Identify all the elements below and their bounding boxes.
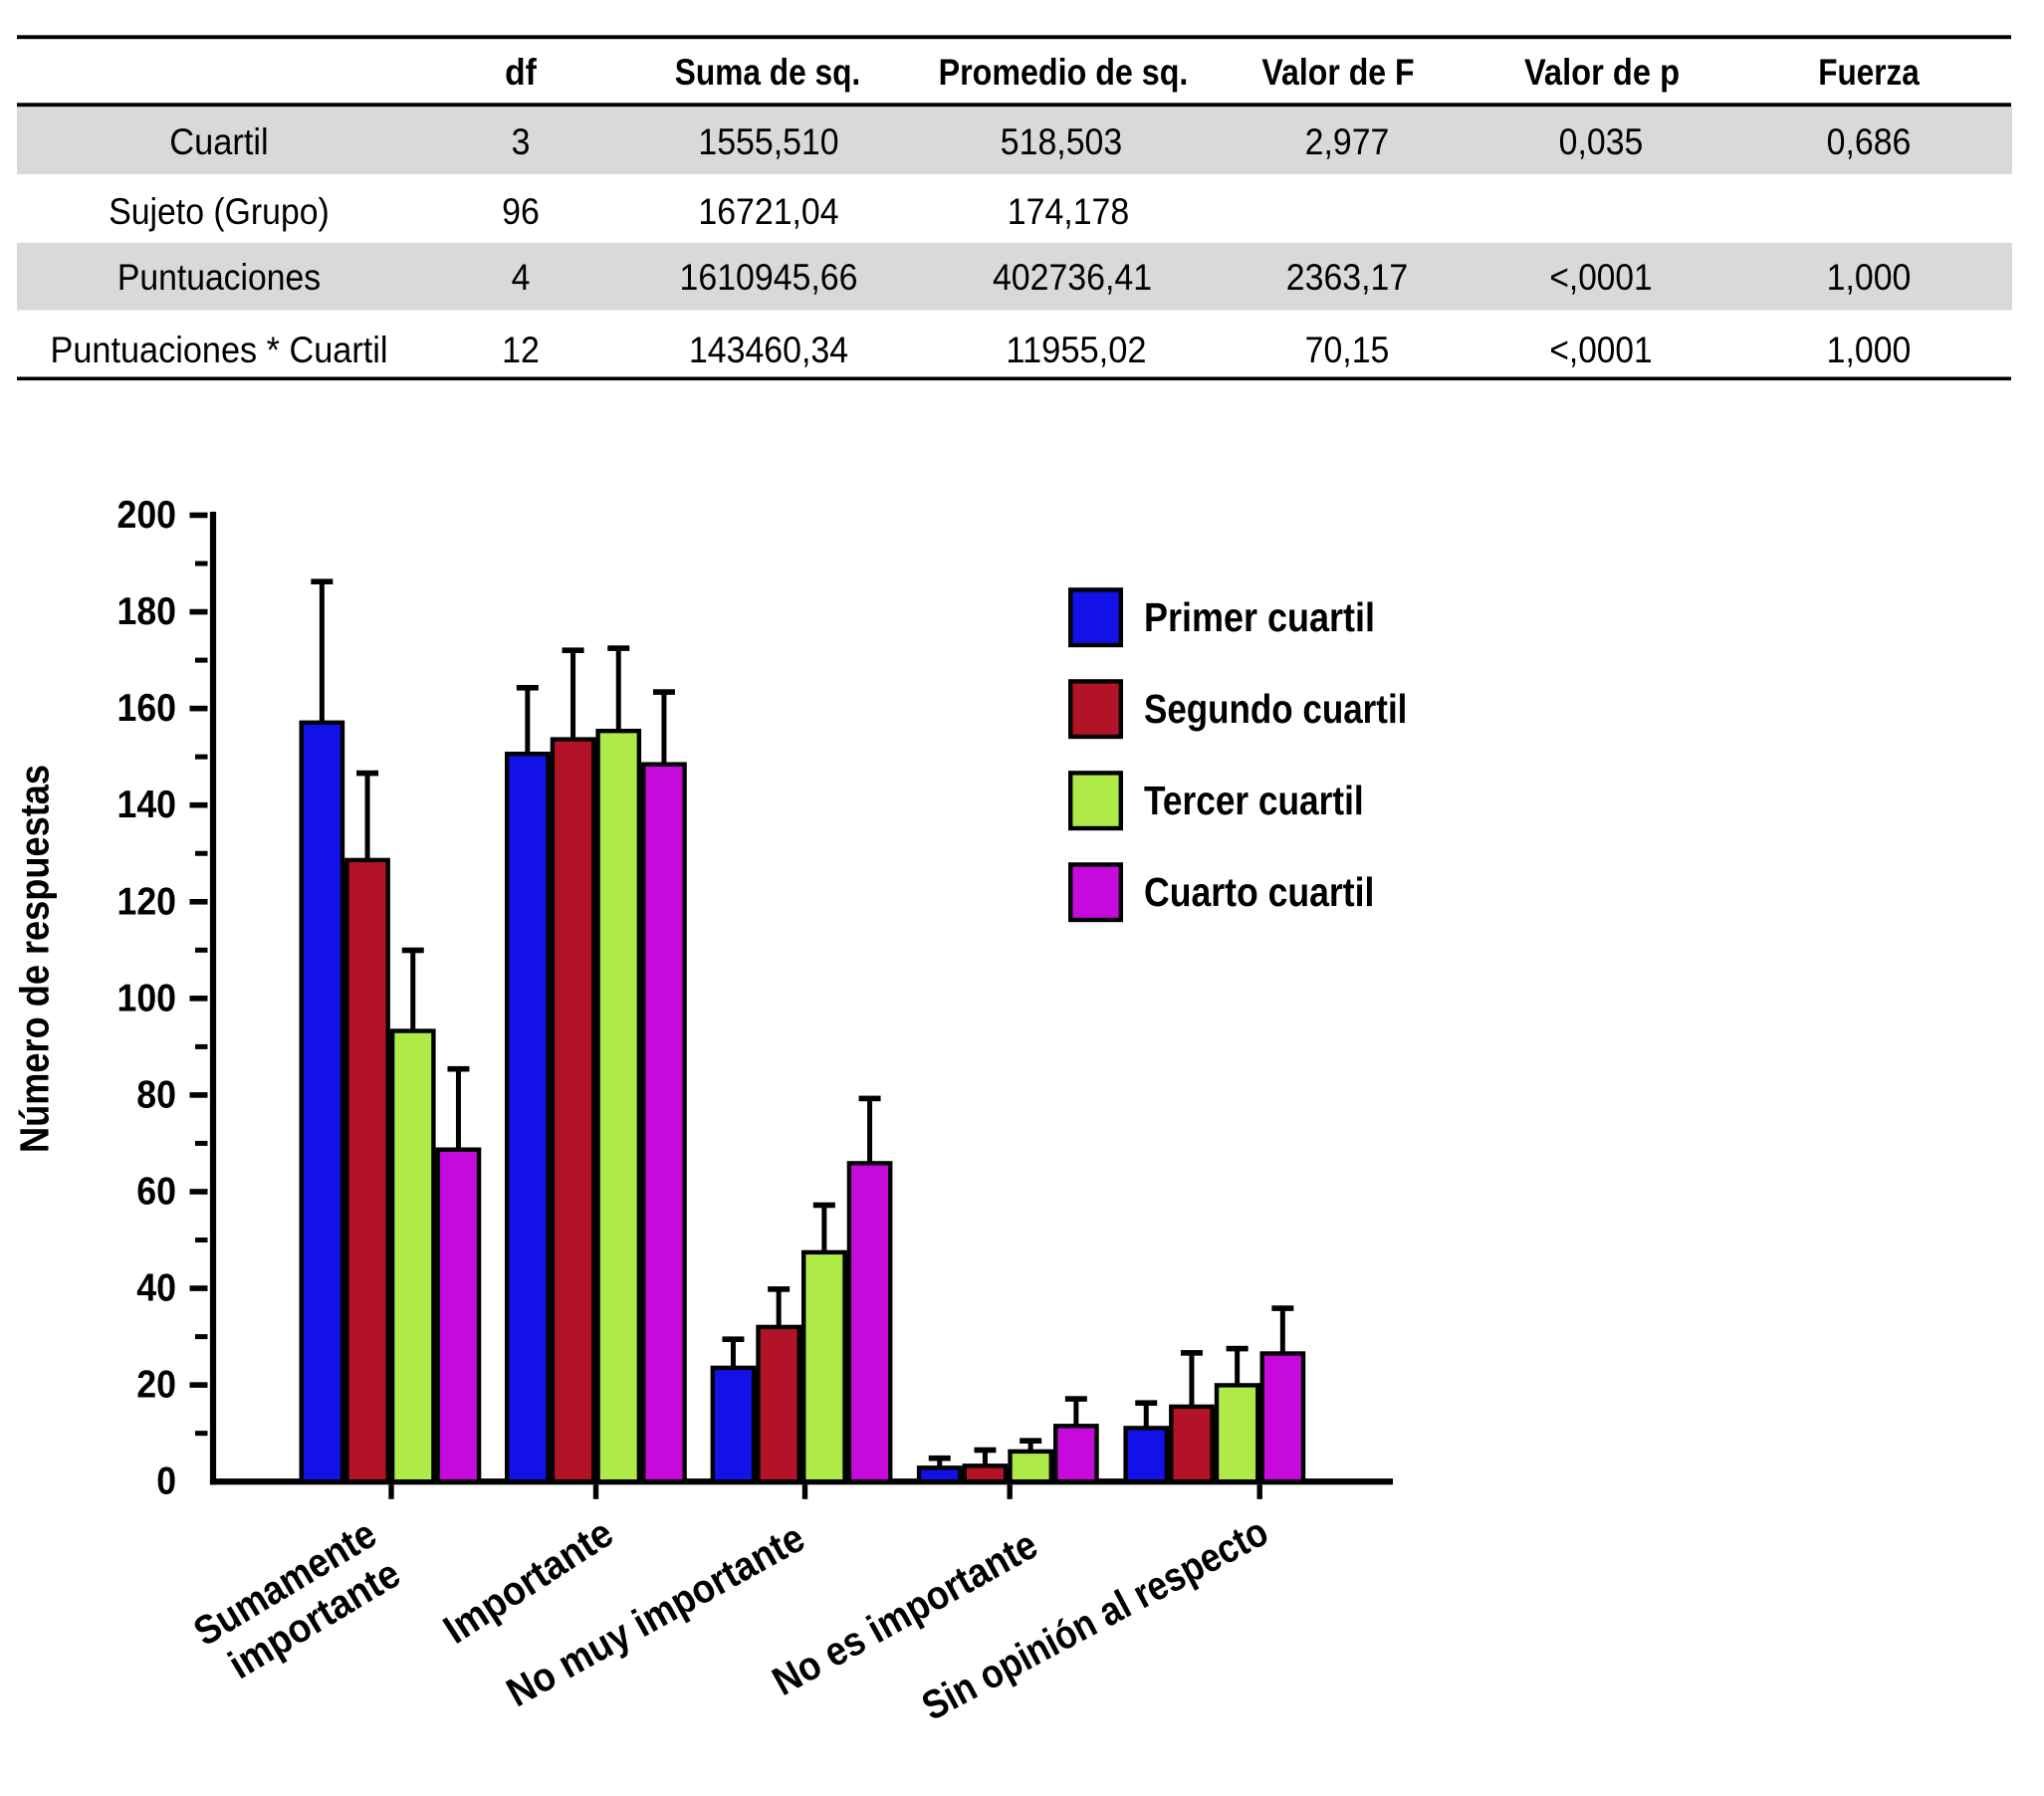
svg-text:<,0001: <,0001 bbox=[1549, 329, 1652, 370]
svg-text:143460,34: 143460,34 bbox=[689, 329, 848, 370]
svg-text:2363,17: 2363,17 bbox=[1286, 256, 1408, 298]
svg-text:60: 60 bbox=[136, 1170, 176, 1213]
svg-text:Fuerza: Fuerza bbox=[1818, 51, 1921, 93]
svg-text:174,178: 174,178 bbox=[1008, 190, 1129, 232]
svg-text:12: 12 bbox=[502, 329, 540, 370]
svg-text:4: 4 bbox=[512, 256, 531, 298]
svg-text:Puntuaciones: Puntuaciones bbox=[117, 256, 321, 298]
svg-text:70,15: 70,15 bbox=[1305, 329, 1390, 370]
svg-text:Sujeto (Grupo): Sujeto (Grupo) bbox=[109, 190, 330, 232]
svg-text:40: 40 bbox=[136, 1267, 176, 1310]
svg-text:Suma de sq.: Suma de sq. bbox=[675, 51, 860, 93]
svg-text:180: 180 bbox=[117, 590, 177, 633]
svg-text:Segundo cuartil: Segundo cuartil bbox=[1144, 686, 1407, 732]
svg-text:Número de respuestas: Número de respuestas bbox=[12, 765, 58, 1153]
svg-text:96: 96 bbox=[502, 190, 540, 232]
svg-text:1,000: 1,000 bbox=[1827, 256, 1912, 298]
svg-text:402736,41: 402736,41 bbox=[993, 256, 1152, 298]
svg-text:20: 20 bbox=[136, 1364, 176, 1407]
svg-text:0: 0 bbox=[156, 1460, 176, 1503]
svg-text:df: df bbox=[505, 51, 537, 93]
svg-text:2,977: 2,977 bbox=[1305, 120, 1390, 162]
svg-text:Cuarto cuartil: Cuarto cuartil bbox=[1144, 869, 1374, 915]
svg-text:1610945,66: 1610945,66 bbox=[680, 256, 858, 298]
svg-text:Valor de p: Valor de p bbox=[1524, 51, 1680, 93]
svg-text:80: 80 bbox=[136, 1073, 176, 1116]
svg-text:Cuartil: Cuartil bbox=[169, 120, 268, 162]
svg-text:11955,02: 11955,02 bbox=[1006, 329, 1146, 370]
svg-text:518,503: 518,503 bbox=[1001, 120, 1122, 162]
svg-text:120: 120 bbox=[117, 880, 177, 923]
svg-text:200: 200 bbox=[117, 494, 177, 537]
svg-text:<,0001: <,0001 bbox=[1549, 256, 1652, 298]
svg-text:0,686: 0,686 bbox=[1827, 120, 1912, 162]
svg-text:16721,04: 16721,04 bbox=[698, 190, 838, 232]
svg-text:0,035: 0,035 bbox=[1559, 120, 1644, 162]
svg-text:Valor de F: Valor de F bbox=[1261, 51, 1414, 93]
svg-text:140: 140 bbox=[117, 784, 177, 826]
svg-text:Primer cuartil: Primer cuartil bbox=[1144, 594, 1375, 640]
svg-text:1555,510: 1555,510 bbox=[698, 120, 838, 162]
svg-text:Tercer cuartil: Tercer cuartil bbox=[1144, 778, 1364, 823]
svg-text:100: 100 bbox=[117, 977, 177, 1019]
svg-text:160: 160 bbox=[117, 687, 177, 730]
svg-text:3: 3 bbox=[512, 120, 531, 162]
svg-text:1,000: 1,000 bbox=[1827, 329, 1912, 370]
svg-text:Promedio de sq.: Promedio de sq. bbox=[939, 51, 1189, 93]
svg-text:Puntuaciones * Cuartil: Puntuaciones * Cuartil bbox=[51, 329, 388, 370]
